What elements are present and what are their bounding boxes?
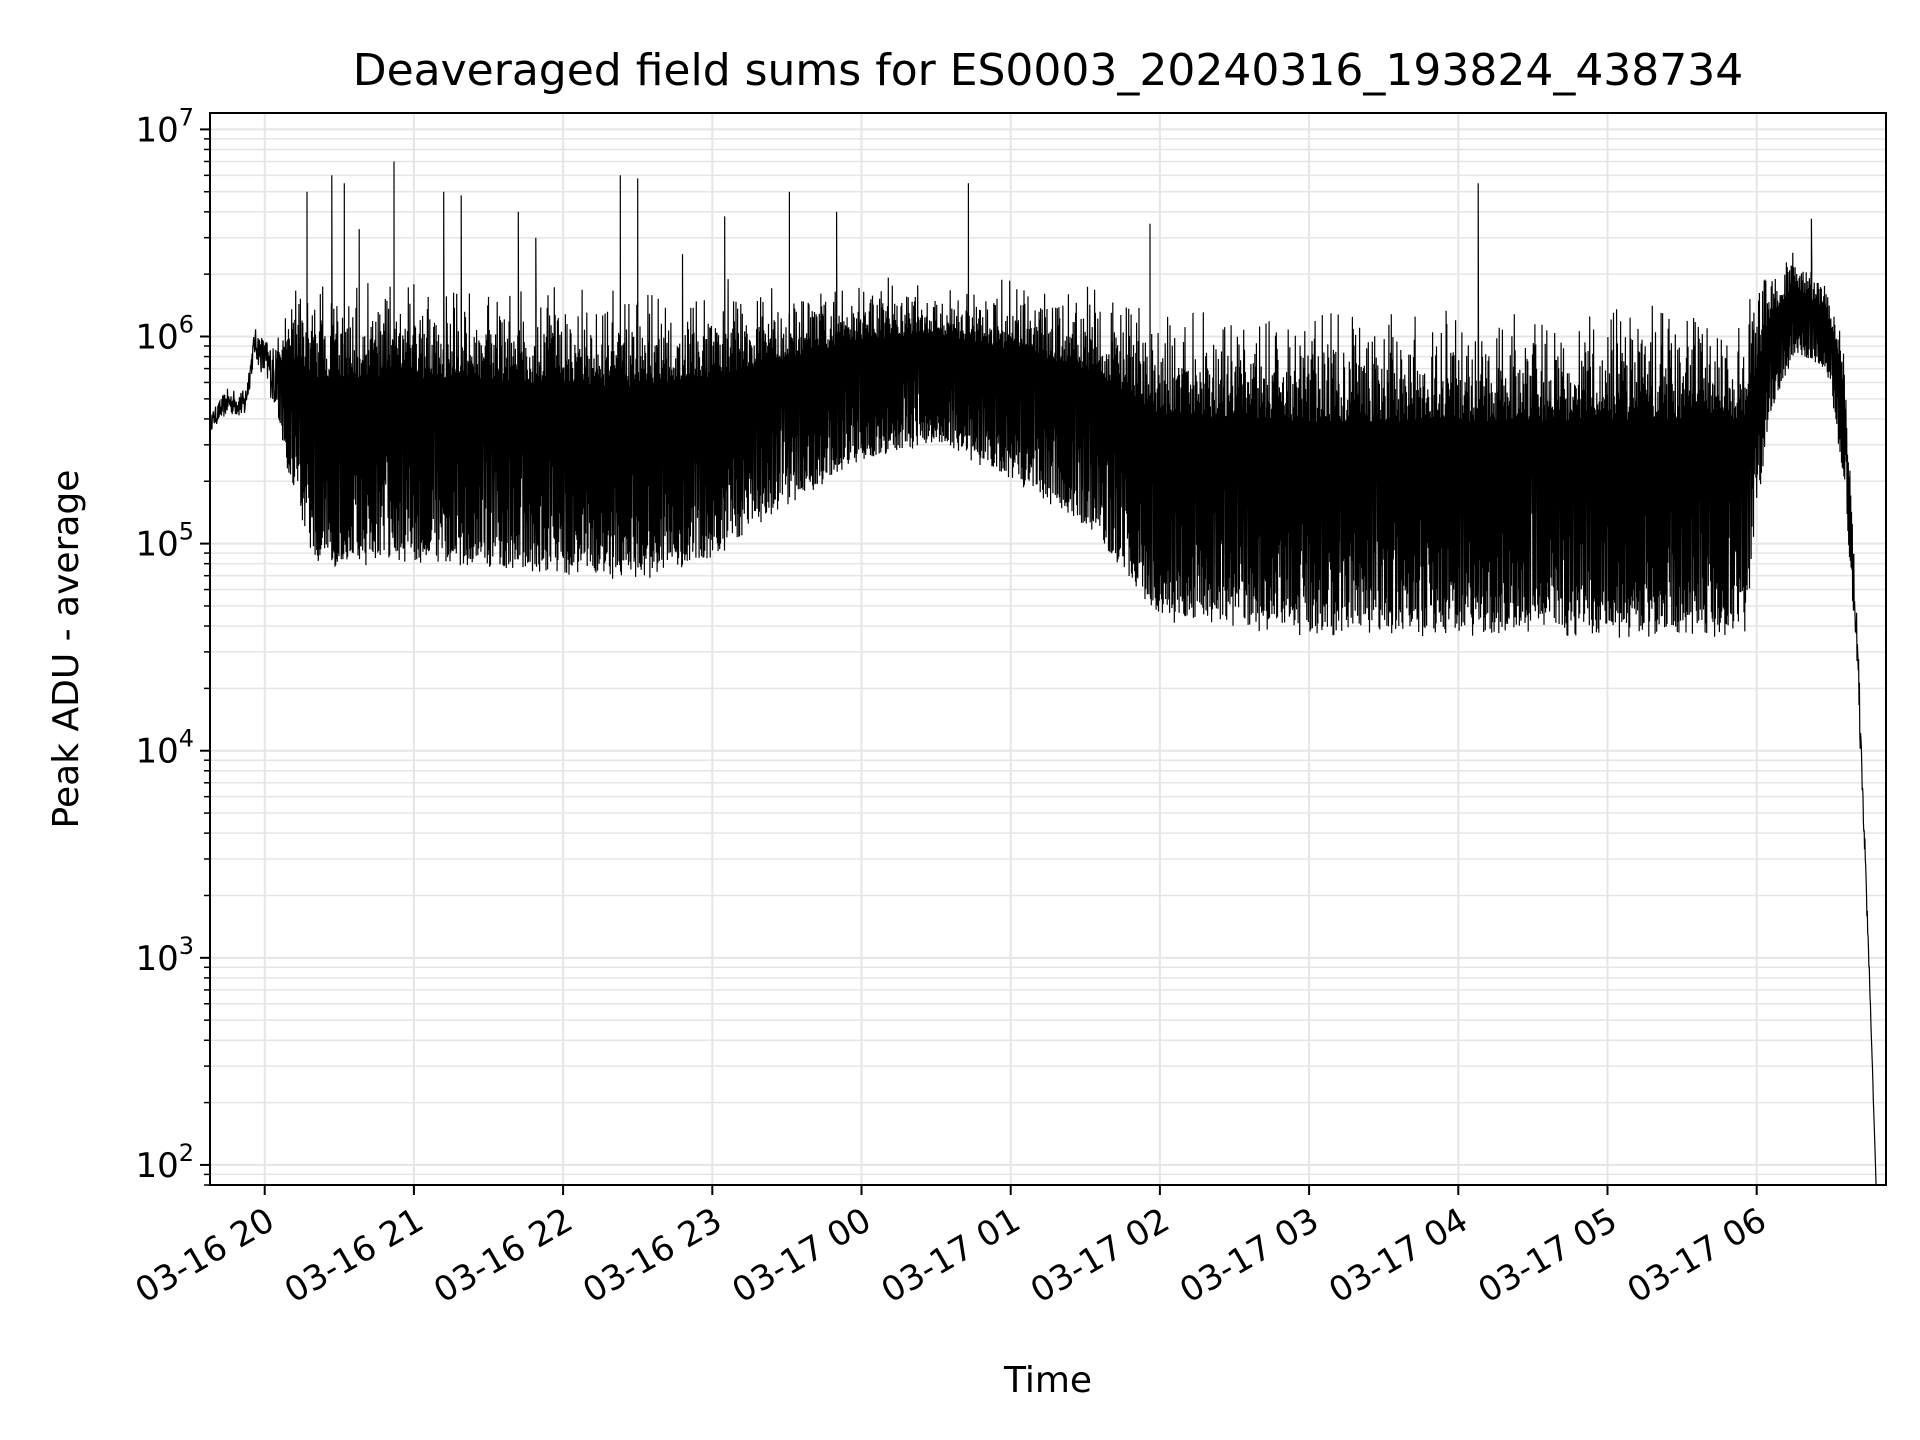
y-tick-label: 105 <box>135 518 194 565</box>
series-line <box>209 161 1877 1186</box>
y-tick-label: 107 <box>135 103 194 150</box>
y-tick-label: 106 <box>135 311 194 358</box>
y-tick-label: 104 <box>135 725 194 772</box>
series-path <box>209 161 1877 1186</box>
x-axis-label: Time <box>1003 1360 1092 1401</box>
y-axis-label: Peak ADU - average <box>46 470 87 829</box>
plot-area-frame <box>209 112 1887 1186</box>
y-tick-label: 103 <box>135 932 194 979</box>
y-axis: 102 103 104 105 106 107 <box>135 103 210 1186</box>
chart-title: Deaveraged field sums for ES0003_2024031… <box>353 45 1744 96</box>
y-tick-label: 102 <box>135 1139 194 1186</box>
